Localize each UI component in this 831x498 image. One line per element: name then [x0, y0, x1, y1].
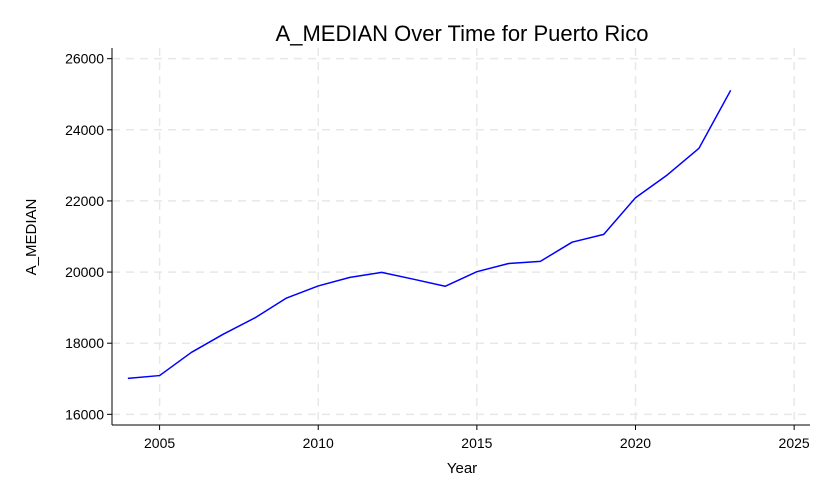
- ticks: 16000 18000 20000 22000 24000 26000 2005 2010 20…: [65, 51, 810, 451]
- chart-title: A_MEDIAN Over Time for Puerto Rico: [276, 21, 649, 46]
- x-tick-label: 2020: [620, 435, 651, 451]
- y-tick-label: 24000: [65, 122, 104, 138]
- x-tick-label: 2010: [303, 435, 334, 451]
- y-axis-label: A_MEDIAN: [23, 199, 40, 276]
- x-tick-label: 2015: [461, 435, 492, 451]
- y-tick-label: 16000: [65, 406, 104, 422]
- axes: [111, 48, 810, 426]
- series-line: [127, 89, 732, 380]
- y-tick-label: 22000: [65, 193, 104, 209]
- x-tick-label: 2025: [779, 435, 810, 451]
- y-tick-label: 26000: [65, 51, 104, 67]
- x-axis-label: Year: [447, 460, 477, 477]
- series-layer: [127, 89, 732, 380]
- y-tick-label: 18000: [65, 335, 104, 351]
- y-tick-label: 20000: [65, 264, 104, 280]
- x-tick-label: 2005: [144, 435, 175, 451]
- grid: [112, 48, 810, 425]
